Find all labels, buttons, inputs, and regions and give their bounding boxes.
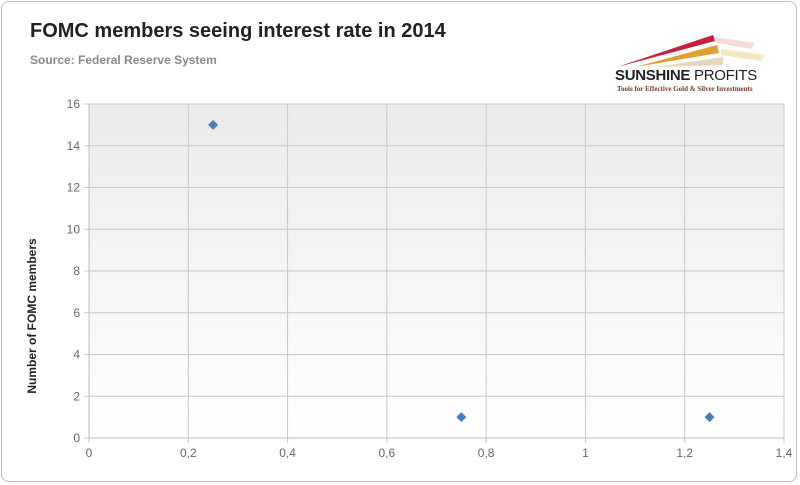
x-tick-label: 0,8 — [478, 446, 495, 460]
y-tick-label: 14 — [67, 139, 81, 153]
logo-name: SUNSHINE PROFITS — [615, 67, 757, 84]
x-tick-label: 1,4 — [776, 446, 793, 460]
y-tick-label: 6 — [73, 306, 80, 320]
y-tick-label: 0 — [73, 431, 80, 445]
chart-subtitle: Source: Federal Reserve System — [30, 53, 217, 67]
y-tick-label: 2 — [73, 389, 80, 403]
data-point — [208, 119, 219, 130]
y-tick-label: 4 — [73, 348, 80, 362]
data-point — [704, 412, 715, 423]
x-tick-label: 0 — [86, 446, 93, 460]
y-tick-label: 10 — [67, 222, 81, 236]
logo-tagline: Tools for Effective Gold & Silver Invest… — [617, 85, 753, 93]
x-tick-label: 1 — [582, 446, 589, 460]
sunshine-profits-logo: SUNSHINE PROFITS Tools for Effective Gol… — [605, 25, 785, 97]
logo-rays-icon — [617, 35, 765, 67]
y-tick-label: 8 — [73, 264, 80, 278]
x-tick-label: 0,2 — [180, 446, 197, 460]
data-point — [456, 412, 467, 423]
y-tick-label: 12 — [67, 181, 81, 195]
chart-title: FOMC members seeing interest rate in 201… — [30, 20, 446, 42]
y-axis-label: Number of FOMC members — [25, 238, 39, 394]
x-tick-label: 0,4 — [279, 446, 296, 460]
x-tick-label: 1,2 — [676, 446, 693, 460]
x-tick-label: 0,6 — [379, 446, 396, 460]
y-tick-label: 16 — [67, 97, 81, 111]
